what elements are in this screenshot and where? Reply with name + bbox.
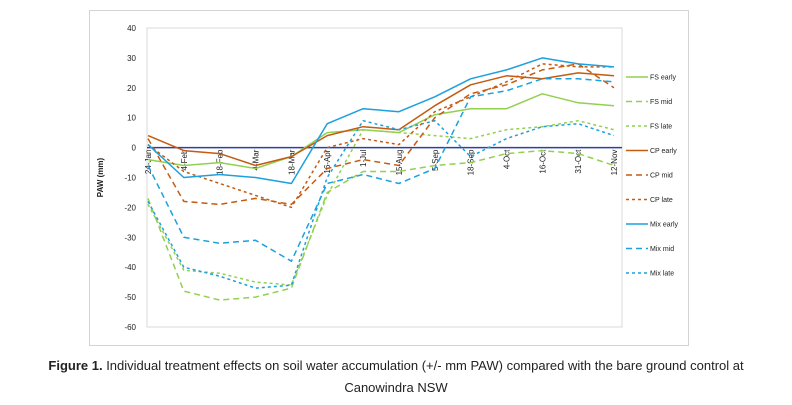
legend-label-mix-early: Mix early [650,222,679,229]
y-tick-label: 0 [132,144,137,153]
y-tick-label: 10 [127,114,136,123]
x-tick-label: 24-Jan [144,150,153,174]
series-line-mix-early [147,57,615,185]
x-tick-label: 16-Oct [538,149,547,174]
plot-area [146,27,623,328]
y-tick-label: -50 [124,293,136,302]
x-tick-label: 4-Oct [502,149,511,169]
series-line-cp-late [147,63,614,209]
x-tick-label: 1-Jul [359,149,368,167]
legend-label-fs-mid: FS mid [650,99,672,106]
x-tick-label: 16-Apr [323,149,332,173]
y-axis-title: PAW (mm) [96,157,105,197]
x-tick-label: 4-Feb [180,149,189,170]
x-tick-label: 5-Sep [431,149,440,171]
legend-label-fs-early: FS early [650,75,677,82]
x-tick-label: 18-Mar [287,149,296,175]
x-tick-label: 31-Oct [574,149,583,174]
series-line-cp-mid [147,63,615,206]
series-line-mix-late [147,119,615,289]
series-line-cp-early [147,72,615,167]
series-line-mix-mid [147,78,615,262]
chart-frame: 40 30 20 10 0 -10 -20 -30 -40 -50 -60 PAW (mm) 24-Ja… [89,10,689,346]
x-tick-label: 12-Nov [610,150,619,176]
series-line-fs-late [147,119,615,286]
series-line-fs-mid [147,149,615,301]
y-tick-label: -30 [124,233,136,242]
y-tick-label: -20 [124,203,136,212]
legend-label-fs-late: FS late [650,124,672,131]
legend-label-mix-mid: Mix mid [650,246,674,253]
y-tick-label: -60 [124,323,136,332]
figure-caption-text: Individual treatment effects on soil wat… [102,358,744,395]
y-tick-label: -40 [124,263,136,272]
y-tick-label: 40 [127,24,136,33]
y-tick-label: -10 [124,174,136,183]
line-chart: 40 30 20 10 0 -10 -20 -30 -40 -50 -60 PAW (mm) 24-Ja… [96,24,679,332]
legend-label-cp-mid: CP mid [650,173,673,180]
legend-label-mix-late: Mix late [650,271,674,278]
x-tick-label: 15-Aug [395,150,404,176]
figure-caption: Figure 1. Individual treatment effects o… [20,355,772,399]
x-tick-label: 4-Mar [252,149,261,170]
y-tick-label: 30 [127,54,136,63]
figure-label: Figure 1. [48,358,103,373]
legend-label-cp-early: CP early [650,148,677,155]
legend-label-cp-late: CP late [650,197,673,204]
y-tick-label: 20 [127,84,136,93]
